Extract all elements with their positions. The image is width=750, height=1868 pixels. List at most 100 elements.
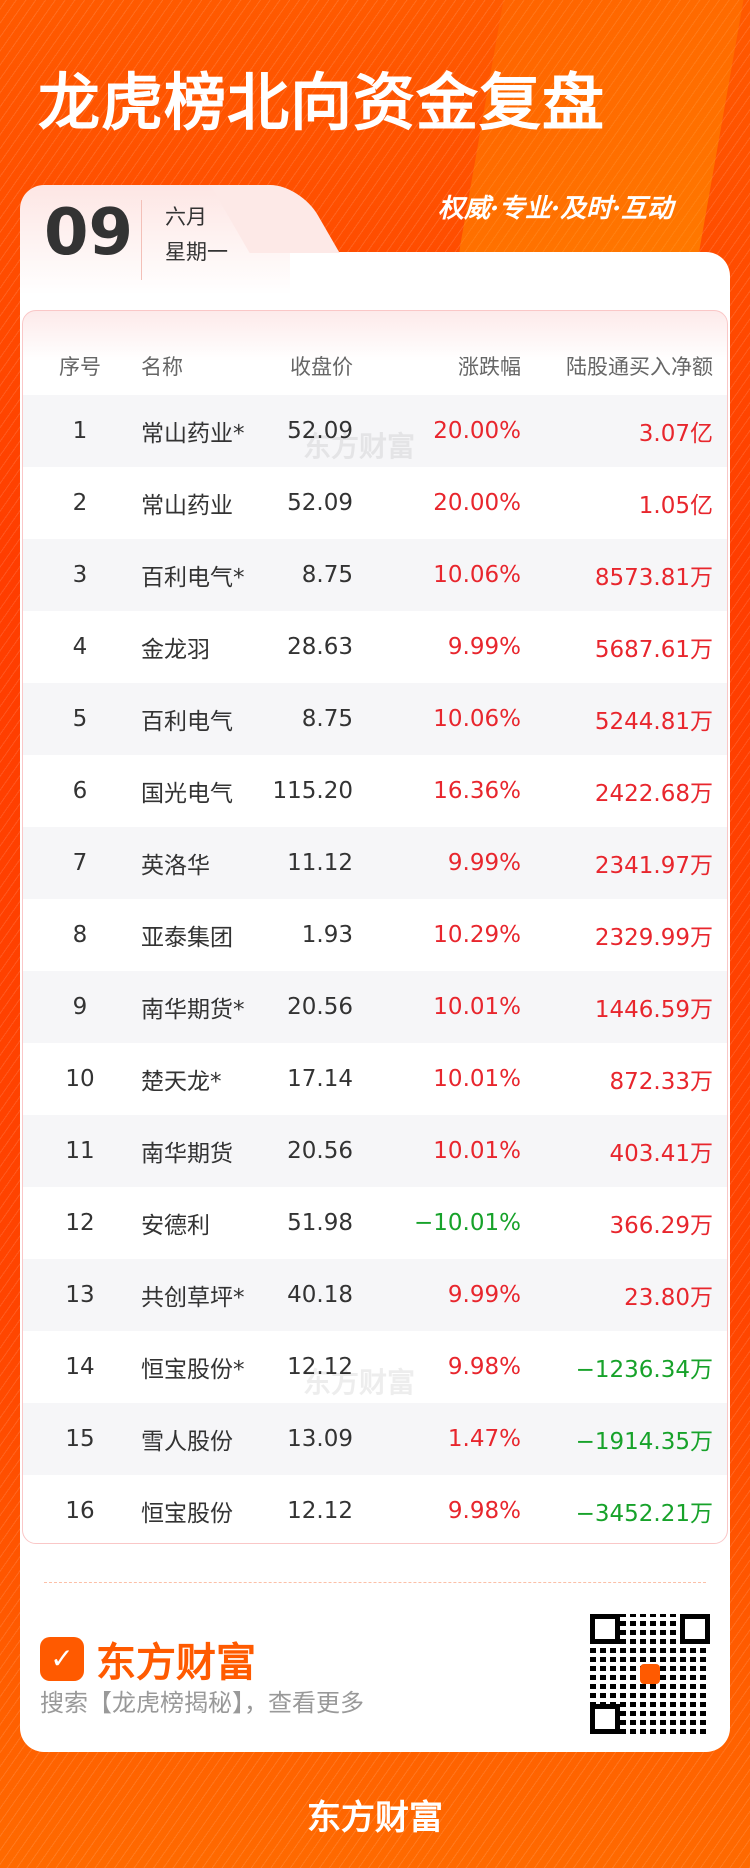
ranking-table: 序号 名称 收盘价 涨跌幅 陆股通买入净额 1 常山药业* 52.09 20.00% 3…: [22, 310, 728, 1544]
row-name: 常山药业*: [141, 421, 245, 447]
row-close: 1.93: [301, 922, 353, 948]
row-netbuy: 1446.59万: [594, 997, 713, 1023]
watermark: 东方财富: [303, 1366, 416, 1399]
col-name: 名称: [141, 355, 183, 379]
row-index: 3: [72, 562, 88, 588]
dashed-divider: [44, 1582, 706, 1583]
row-name: 雪人股份: [141, 1429, 233, 1455]
row-index: 15: [65, 1426, 95, 1452]
divider: [141, 200, 142, 280]
table-row: 11 南华期货 20.56 10.01% 403.41万: [23, 1115, 727, 1187]
row-name: 国光电气: [141, 781, 233, 807]
watermark: 东方财富: [303, 430, 416, 463]
row-index: 7: [72, 850, 88, 876]
row-close: 8.75: [301, 706, 353, 732]
row-name: 百利电气: [141, 709, 233, 735]
row-name: 恒宝股份*: [141, 1357, 245, 1383]
brand-logo: ✓ 东方财富: [40, 1630, 256, 1688]
table-row: 8 亚泰集团 1.93 10.29% 2329.99万: [23, 899, 727, 971]
row-index: 8: [72, 922, 88, 948]
row-close: 11.12: [287, 850, 353, 876]
row-close: 13.09: [287, 1426, 353, 1452]
table-row: 15 雪人股份 13.09 1.47% −1914.35万: [23, 1403, 727, 1475]
row-change: 16.36%: [433, 778, 521, 804]
table-row: 9 南华期货* 20.56 10.01% 1446.59万: [23, 971, 727, 1043]
table-row: 13 共创草坪* 40.18 9.99% 23.80万: [23, 1259, 727, 1331]
col-index: 序号: [59, 355, 101, 379]
table-row: 1 常山药业* 52.09 20.00% 3.07亿 东方财富: [23, 395, 727, 467]
row-netbuy: 872.33万: [609, 1069, 713, 1095]
date-tab: [20, 185, 290, 295]
row-change: 20.00%: [433, 418, 521, 444]
row-index: 6: [72, 778, 88, 804]
table-row: 3 百利电气* 8.75 10.06% 8573.81万: [23, 539, 727, 611]
row-name: 常山药业: [141, 493, 233, 519]
row-name: 南华期货*: [141, 997, 245, 1023]
row-change: 9.99%: [447, 1282, 521, 1308]
table-row: 12 安德利 51.98 −10.01% 366.29万: [23, 1187, 727, 1259]
row-index: 10: [65, 1066, 95, 1092]
row-index: 9: [72, 994, 88, 1020]
table-row: 6 国光电气 115.20 16.36% 2422.68万: [23, 755, 727, 827]
search-hint: 搜索【龙虎榜揭秘】，查看更多: [40, 1689, 364, 1717]
table-row: 2 常山药业 52.09 20.00% 1.05亿: [23, 467, 727, 539]
row-index: 14: [65, 1354, 95, 1380]
row-netbuy: 2329.99万: [594, 925, 713, 951]
row-close: 12.12: [287, 1354, 353, 1380]
row-netbuy: −1236.34万: [575, 1357, 713, 1383]
row-netbuy: 2422.68万: [594, 781, 713, 807]
bottom-brand: 东方财富: [307, 1798, 443, 1838]
row-netbuy: 8573.81万: [594, 565, 713, 591]
row-close: 12.12: [287, 1498, 353, 1524]
row-change: 9.99%: [447, 634, 521, 660]
row-name: 共创草坪*: [141, 1285, 245, 1311]
table-row: 5 百利电气 8.75 10.06% 5244.81万: [23, 683, 727, 755]
row-netbuy: 23.80万: [624, 1285, 713, 1311]
row-netbuy: 2341.97万: [594, 853, 713, 879]
table-row: 14 恒宝股份* 12.12 9.98% −1236.34万 东方财富: [23, 1331, 727, 1403]
row-close: 20.56: [287, 994, 353, 1020]
row-index: 11: [65, 1138, 95, 1164]
table-row: 4 金龙羽 28.63 9.99% 5687.61万: [23, 611, 727, 683]
table-row: 16 恒宝股份 12.12 9.98% −3452.21万: [23, 1475, 727, 1543]
row-name: 百利电气*: [141, 565, 245, 591]
row-change: −10.01%: [414, 1210, 521, 1236]
row-name: 亚泰集团: [141, 925, 233, 951]
row-index: 1: [72, 418, 88, 444]
row-netbuy: −3452.21万: [575, 1501, 713, 1527]
row-change: 9.99%: [447, 850, 521, 876]
row-change: 9.98%: [447, 1498, 521, 1524]
date-weekday: 星期一: [165, 240, 228, 264]
qr-code: [590, 1614, 710, 1734]
row-netbuy: 5244.81万: [594, 709, 713, 735]
slogan: 权威·专业·及时·互动: [438, 194, 674, 224]
row-name: 金龙羽: [141, 637, 210, 663]
row-change: 9.98%: [447, 1354, 521, 1380]
row-netbuy: 5687.61万: [594, 637, 713, 663]
row-change: 10.01%: [433, 994, 521, 1020]
row-index: 4: [72, 634, 88, 660]
table-header: 序号 名称 收盘价 涨跌幅 陆股通买入净额: [23, 331, 727, 401]
row-close: 28.63: [287, 634, 353, 660]
date-day: 09: [44, 196, 134, 270]
row-index: 5: [72, 706, 88, 732]
row-netbuy: 3.07亿: [638, 421, 713, 447]
row-netbuy: 1.05亿: [638, 493, 713, 519]
row-index: 12: [65, 1210, 95, 1236]
row-index: 13: [65, 1282, 95, 1308]
col-netbuy: 陆股通买入净额: [566, 355, 713, 379]
row-index: 16: [65, 1498, 95, 1524]
row-name: 安德利: [141, 1213, 210, 1239]
qr-logo-icon: [640, 1664, 660, 1684]
row-name: 南华期货: [141, 1141, 233, 1167]
row-close: 52.09: [287, 418, 353, 444]
row-change: 10.06%: [433, 706, 521, 732]
row-close: 17.14: [287, 1066, 353, 1092]
row-name: 英洛华: [141, 853, 210, 879]
row-netbuy: −1914.35万: [575, 1429, 713, 1455]
brand-icon: ✓: [40, 1637, 84, 1681]
table-row: 7 英洛华 11.12 9.99% 2341.97万: [23, 827, 727, 899]
col-change: 涨跌幅: [458, 355, 521, 379]
row-index: 2: [72, 490, 88, 516]
row-close: 8.75: [301, 562, 353, 588]
